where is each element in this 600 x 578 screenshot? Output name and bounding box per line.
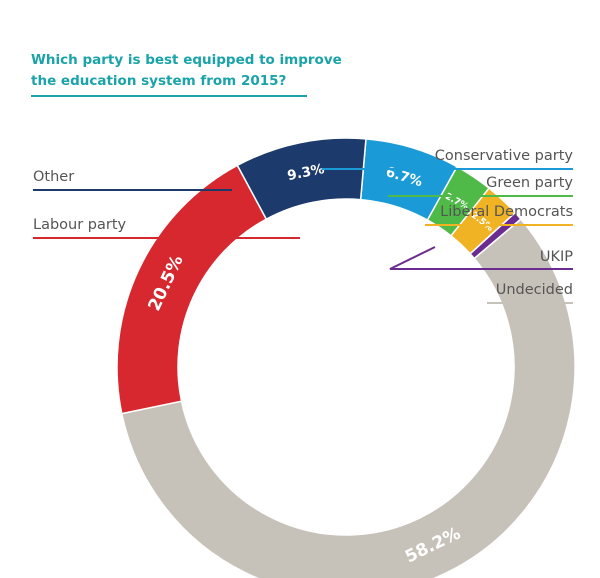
legend-label-green-party: Green party bbox=[486, 175, 573, 191]
legend-leader-ukip bbox=[389, 246, 573, 270]
slice-labour-party bbox=[116, 164, 268, 415]
legend-label-labour-party: Labour party bbox=[33, 217, 127, 233]
value-label-other: 9.3% bbox=[286, 161, 326, 184]
legend-label-undecided: Undecided bbox=[496, 282, 573, 298]
slice-undecided bbox=[120, 218, 576, 578]
chart-title: Which party is best equipped to improve … bbox=[31, 52, 342, 89]
legend-label-conservative-party: Conservative party bbox=[435, 148, 574, 164]
title-underline bbox=[31, 95, 307, 97]
legend-label-other: Other bbox=[33, 169, 74, 185]
legend-label-ukip: UKIP bbox=[540, 249, 573, 265]
legend-label-liberal-democrats: Liberal Democrats bbox=[440, 204, 573, 220]
